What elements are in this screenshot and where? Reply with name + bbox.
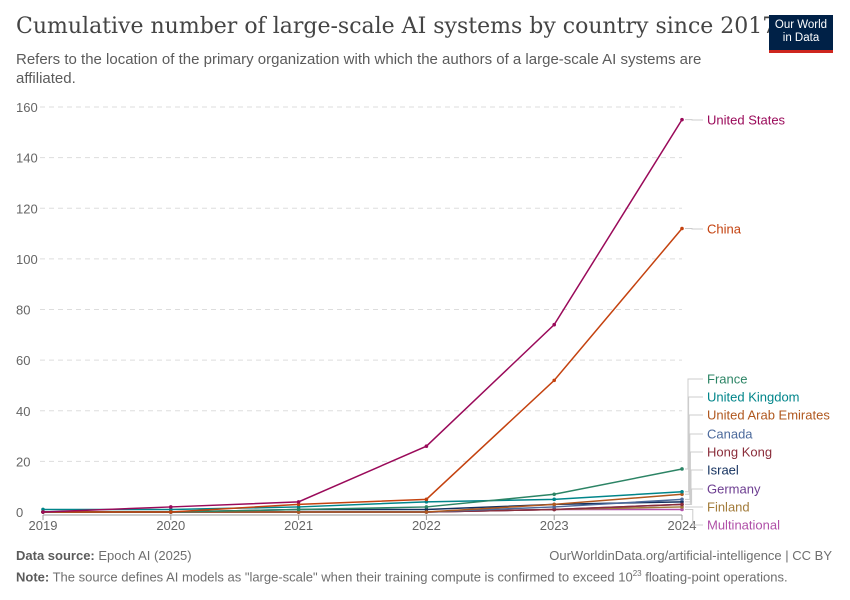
series-label: Finland [707,500,750,515]
data-point [296,505,301,509]
label-connector [685,433,703,500]
data-point [680,497,684,502]
x-tick-label: 2020 [156,518,185,533]
data-point [169,510,173,514]
x-tick-label: 2024 [668,518,697,533]
y-tick-label: 0 [16,505,23,520]
data-point [41,507,45,512]
data-source: Data source: Epoch AI (2025) [16,548,192,563]
y-tick-label: 20 [16,454,30,469]
series-label: Israel [707,463,739,478]
data-point [424,507,429,512]
data-point [680,492,684,497]
data-point [680,467,684,471]
note-text-end: floating-point operations. [641,569,788,585]
data-point [680,502,684,507]
logo-line2: in Data [782,32,820,44]
series-label: France [707,372,747,387]
data-point [552,322,556,327]
data-point [296,500,301,504]
label-connector [685,469,703,503]
data-point [424,444,429,448]
source-url[interactable]: OurWorldinData.org/artificial-intelligen… [549,548,832,563]
data-point [552,497,556,502]
data-point [680,226,684,231]
note-sup: 23 [632,569,642,578]
data-point [424,505,429,509]
data-point [169,507,173,512]
series-label: Canada [707,427,753,442]
note-text: The source defines AI models as "large-s… [52,569,633,585]
label-connector [685,508,703,526]
series-line [43,501,683,513]
label-connector [685,396,703,493]
series-line [42,119,683,513]
data-point [680,489,684,494]
y-tick-label: 120 [16,201,38,216]
data-point [680,507,684,512]
series-label: United Kingdom [707,390,800,405]
series-label: Germany [707,482,761,497]
data-point [552,378,556,383]
data-point [41,510,45,514]
series-line [43,228,683,513]
data-point [680,117,684,122]
source-text[interactable]: Epoch AI (2025) [98,548,192,563]
series-label: China [707,222,742,237]
series-line [43,491,683,511]
data-point [552,505,556,509]
x-tick-label: 2022 [412,518,441,533]
label-connector [685,228,703,230]
series-label: United Arab Emirates [707,408,830,423]
label-connector [685,414,703,495]
x-tick-label: 2019 [29,518,58,533]
series-label: United States [707,113,786,128]
logo-line1: Our World [774,19,828,31]
data-point [296,510,301,514]
note-label: Note: [16,569,50,585]
data-point [296,507,301,512]
chart-title: Cumulative number of large-scale AI syst… [16,14,777,39]
label-connector [685,488,703,505]
x-tick-label: 2023 [540,518,569,533]
owid-logo[interactable]: Our World in Data [769,15,833,53]
source-label: Data source: [16,548,95,563]
y-tick-label: 60 [16,353,30,368]
y-tick-label: 100 [16,252,38,267]
y-tick-label: 40 [16,404,30,419]
data-point [552,502,556,507]
x-tick-label: 2021 [284,518,313,533]
data-point [296,502,301,507]
data-point [680,500,684,504]
series-label: Multinational [707,518,780,533]
data-point [680,505,684,509]
data-point [552,492,556,497]
y-tick-label: 140 [16,151,38,166]
label-connector [685,378,703,470]
data-point [552,507,556,512]
chart-subtitle: Refers to the location of the primary or… [16,51,702,87]
data-point [169,505,173,509]
line-chart: 0 20 40 60 80 100 120 140 160 2019 2020 2021 2022 202… [16,100,830,533]
data-point [424,497,429,502]
data-point [424,510,429,514]
note: Note: The source defines AI models as "l… [16,569,788,584]
data-point [424,500,429,504]
y-tick-label: 160 [16,100,38,115]
y-tick-label: 80 [16,303,30,318]
series-label: Hong Kong [707,445,772,460]
